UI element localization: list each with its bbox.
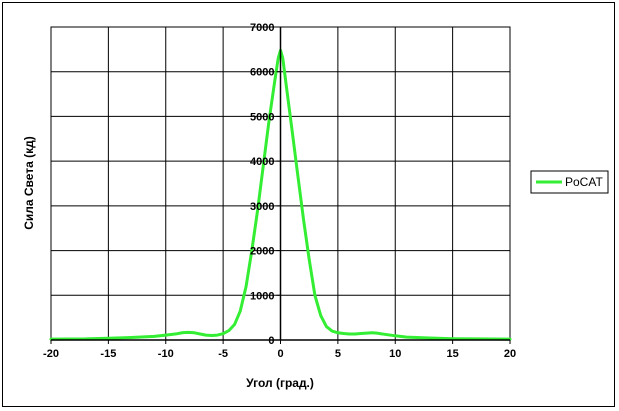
legend: PoCAT [530,170,609,194]
tick-labels: -20 -15 -10 -5 0 5 10 15 20 0 1000 2000 3000 4000 5000… [43,22,516,360]
legend-label: PoCAT [565,175,603,189]
legend-box [530,170,609,194]
y-tick-label: 3000 [250,201,274,213]
x-tick-label: -15 [100,348,116,360]
x-tick-label: -10 [158,348,174,360]
x-tick-label: -5 [218,348,228,360]
y-tick-label: 0 [268,335,274,347]
x-tick-label: 10 [389,348,401,360]
x-tick-label: 20 [504,348,516,360]
y-tick-label: 6000 [250,67,274,79]
axes [50,26,511,344]
x-tick-label: 5 [335,348,341,360]
x-tick-label: 0 [277,348,283,360]
y-tick-label: 5000 [250,111,274,123]
x-axis-title: Угол (град.) [246,376,314,390]
x-tick-label: 15 [447,348,459,360]
y-tick-label: 7000 [250,22,274,34]
y-tick-label: 2000 [250,246,274,258]
y-tick-label: 1000 [250,290,274,302]
y-axis-title: Сила Света (кд) [22,136,36,230]
y-tick-label: 4000 [250,156,274,168]
x-tick-label: -20 [43,348,59,360]
